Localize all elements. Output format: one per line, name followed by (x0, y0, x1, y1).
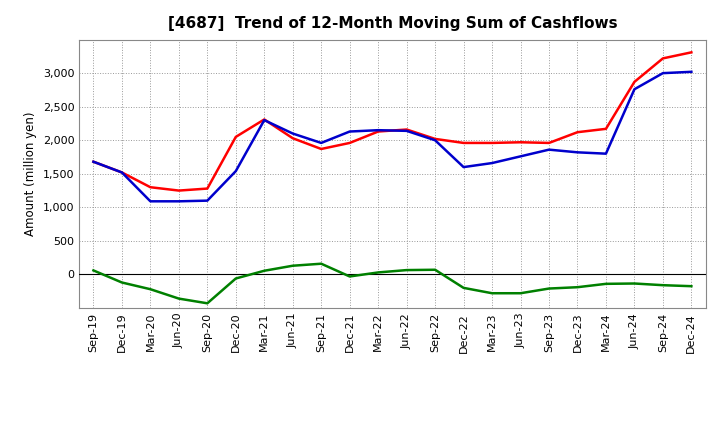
Operating Cashflow (317, 147, 325, 152)
Operating Cashflow (630, 79, 639, 84)
Investing Cashflow (117, 280, 126, 285)
Free Cashflow (146, 199, 155, 204)
Investing Cashflow (374, 270, 382, 275)
Operating Cashflow (431, 136, 439, 142)
Operating Cashflow (346, 140, 354, 146)
Free Cashflow (346, 129, 354, 134)
Investing Cashflow (630, 281, 639, 286)
Investing Cashflow (203, 301, 212, 306)
Free Cashflow (487, 161, 496, 166)
Line: Investing Cashflow: Investing Cashflow (94, 264, 691, 303)
Free Cashflow (232, 169, 240, 174)
Investing Cashflow (260, 268, 269, 273)
Free Cashflow (402, 128, 411, 133)
Operating Cashflow (117, 170, 126, 175)
Investing Cashflow (516, 290, 525, 296)
Operating Cashflow (146, 185, 155, 190)
Investing Cashflow (89, 268, 98, 273)
Operating Cashflow (232, 134, 240, 139)
Free Cashflow (117, 170, 126, 175)
Free Cashflow (630, 87, 639, 92)
Free Cashflow (659, 70, 667, 76)
Investing Cashflow (431, 267, 439, 272)
Operating Cashflow (174, 188, 183, 193)
Investing Cashflow (317, 261, 325, 266)
Operating Cashflow (203, 186, 212, 191)
Investing Cashflow (545, 286, 554, 291)
Investing Cashflow (459, 285, 468, 290)
Investing Cashflow (232, 276, 240, 281)
Free Cashflow (459, 165, 468, 170)
Operating Cashflow (487, 140, 496, 146)
Free Cashflow (687, 69, 696, 74)
Free Cashflow (89, 159, 98, 165)
Investing Cashflow (687, 283, 696, 289)
Operating Cashflow (402, 127, 411, 132)
Free Cashflow (289, 131, 297, 136)
Operating Cashflow (602, 126, 611, 132)
Line: Operating Cashflow: Operating Cashflow (94, 52, 691, 191)
Operating Cashflow (260, 117, 269, 122)
Investing Cashflow (174, 296, 183, 301)
Operating Cashflow (459, 140, 468, 146)
Operating Cashflow (289, 136, 297, 141)
Free Cashflow (516, 154, 525, 159)
Free Cashflow (545, 147, 554, 152)
Free Cashflow (573, 150, 582, 155)
Free Cashflow (260, 117, 269, 123)
Title: [4687]  Trend of 12-Month Moving Sum of Cashflows: [4687] Trend of 12-Month Moving Sum of C… (168, 16, 617, 32)
Investing Cashflow (346, 274, 354, 279)
Free Cashflow (602, 151, 611, 156)
Investing Cashflow (602, 281, 611, 286)
Operating Cashflow (573, 129, 582, 135)
Operating Cashflow (659, 56, 667, 61)
Operating Cashflow (374, 129, 382, 134)
Free Cashflow (374, 128, 382, 133)
Free Cashflow (203, 198, 212, 203)
Free Cashflow (431, 138, 439, 143)
Operating Cashflow (516, 139, 525, 145)
Free Cashflow (317, 140, 325, 146)
Investing Cashflow (402, 268, 411, 273)
Investing Cashflow (289, 263, 297, 268)
Investing Cashflow (573, 285, 582, 290)
Operating Cashflow (89, 159, 98, 165)
Investing Cashflow (146, 286, 155, 292)
Operating Cashflow (545, 140, 554, 146)
Y-axis label: Amount (million yen): Amount (million yen) (24, 112, 37, 236)
Line: Free Cashflow: Free Cashflow (94, 72, 691, 202)
Investing Cashflow (487, 290, 496, 296)
Operating Cashflow (687, 50, 696, 55)
Investing Cashflow (659, 282, 667, 288)
Free Cashflow (174, 199, 183, 204)
